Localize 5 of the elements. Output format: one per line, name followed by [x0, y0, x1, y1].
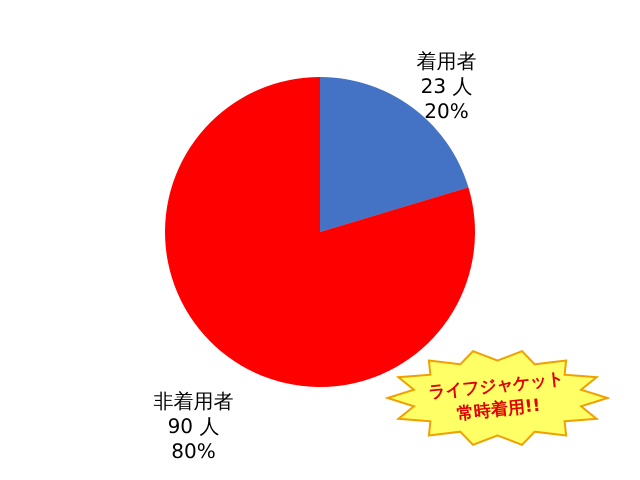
- data-label: 23 人 20%: [420, 74, 472, 123]
- slice-label: 非着用者: [153, 389, 234, 414]
- data-label: 90 人 80%: [168, 414, 220, 464]
- slice-label: 着用者: [416, 48, 477, 73]
- text: 常時着用!!: [456, 396, 542, 424]
